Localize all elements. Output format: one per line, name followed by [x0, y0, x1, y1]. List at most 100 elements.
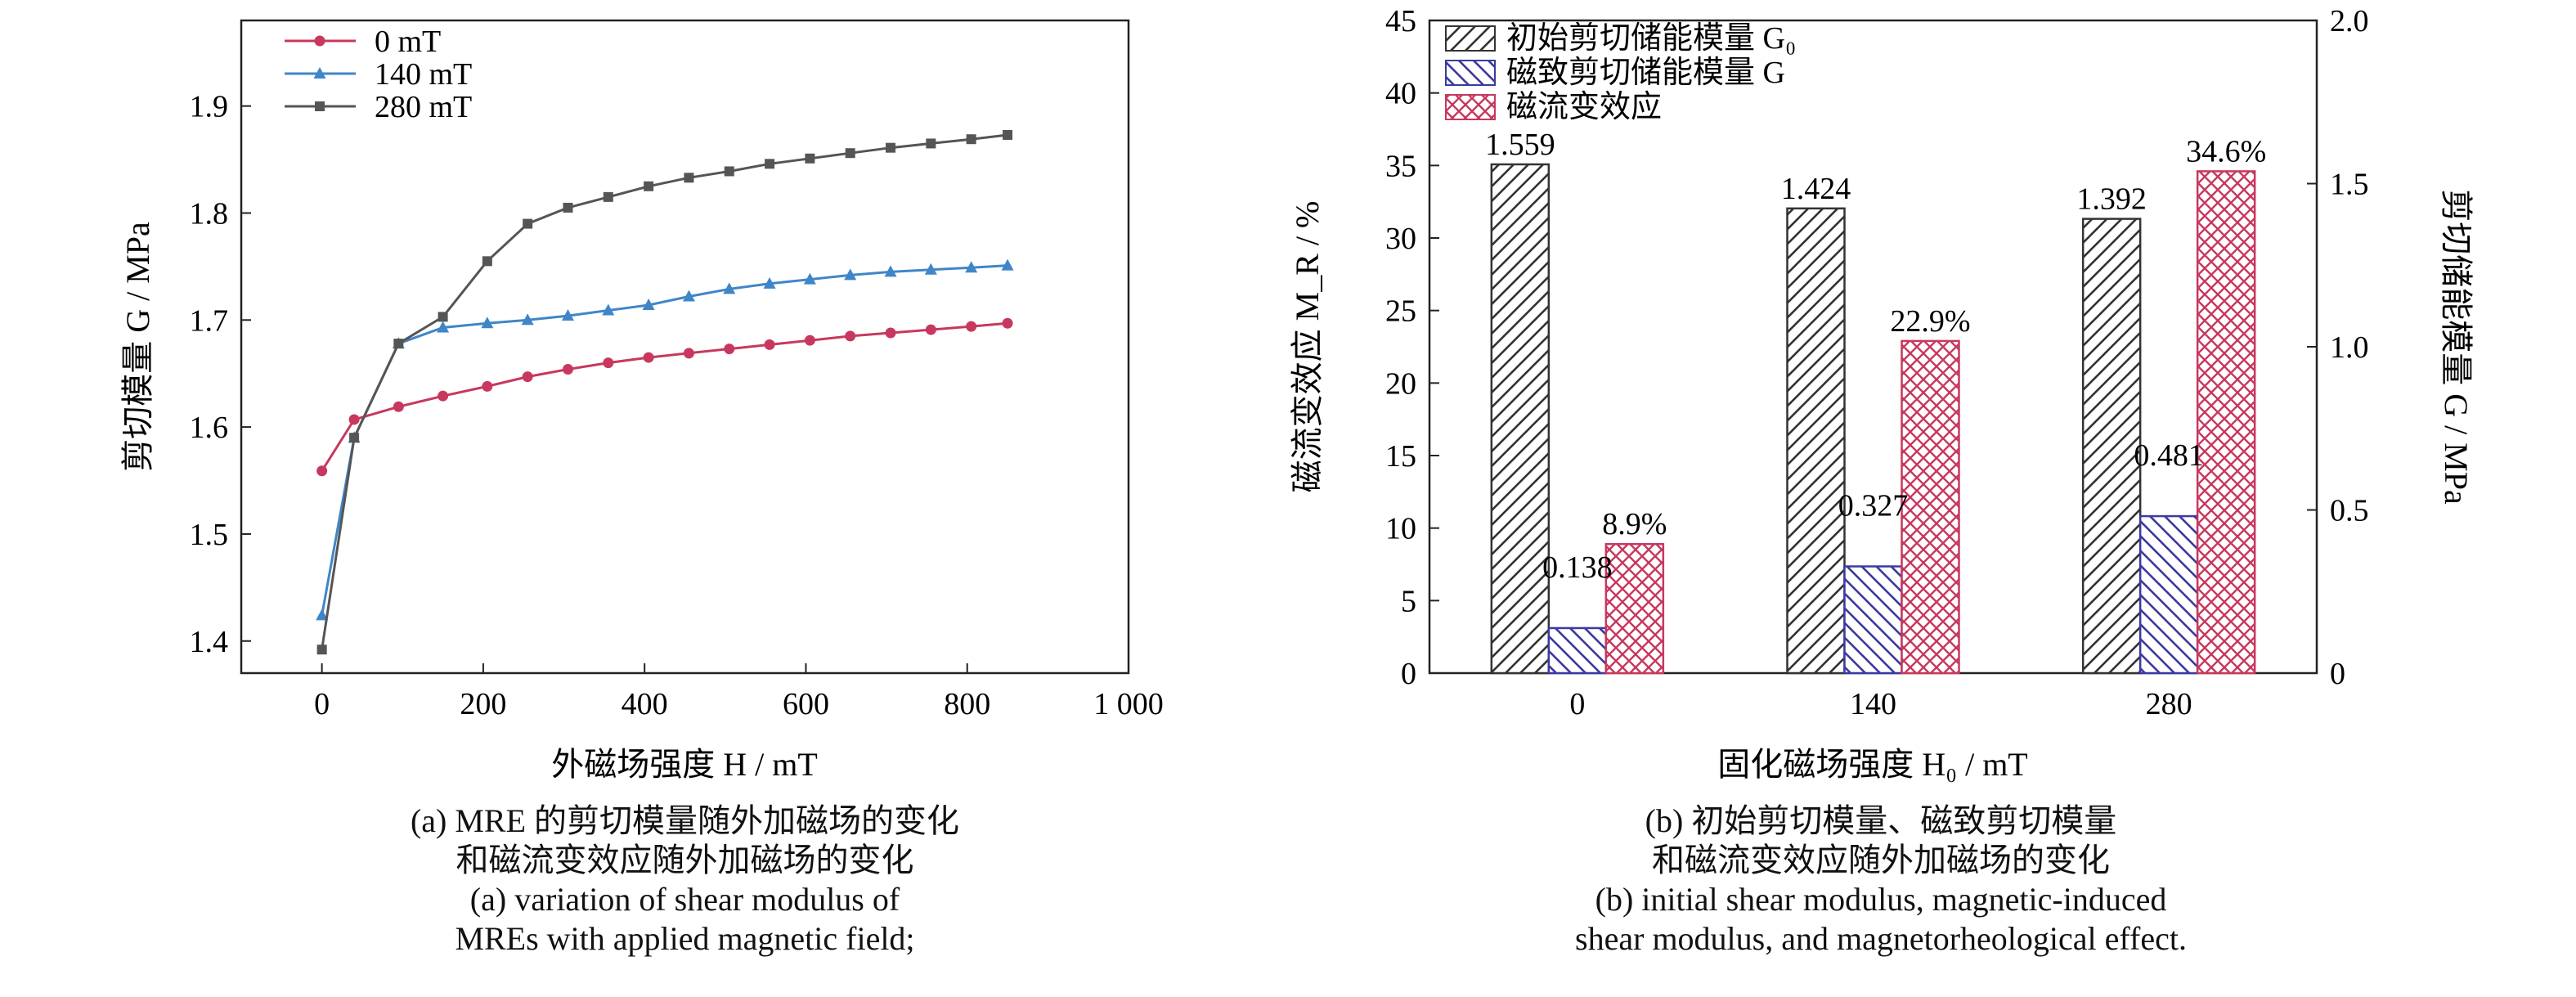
- a-point-0-mt-0: [316, 465, 328, 477]
- b-left-tick-label-35: 35: [1385, 149, 1416, 183]
- b-left-tick-label-30: 30: [1385, 222, 1416, 256]
- a-point-0-mt-5: [522, 371, 533, 383]
- panel-a-x-axis-label: 外磁场强度 H / mT: [551, 746, 818, 783]
- panel-a-y-axis-label: 剪切模量 G / MPa: [119, 222, 156, 472]
- a-point-140-mt-5: [521, 313, 534, 326]
- b-data-label-hatch-right-140: 0.327: [1838, 489, 1909, 523]
- a-point-0-mt-17: [1002, 317, 1013, 329]
- b-bar-crosshatch-0: [1604, 542, 1665, 675]
- b-legend-label-crosshatch: 磁流变效应: [1506, 90, 1662, 124]
- a-legend-label-0-mt: 0 mT: [375, 25, 441, 59]
- a-y-tick-label-1-6: 1.6: [190, 411, 229, 445]
- panel-b-data-labels: 1.559 0.138 8.9% 1.424 0.327 22.9% 1.392 0.481 3…: [1485, 128, 2266, 585]
- b-data-label-crosshatch-140: 22.9%: [1890, 304, 1970, 339]
- a-point-280-mt-15: [926, 138, 936, 149]
- a-legend-marker-0-mt: [314, 35, 325, 47]
- b-legend-swatch-crosshatch: [1445, 94, 1496, 120]
- panel-a-caption-cn-line2: 和磁流变效应随外加磁场的变化: [456, 842, 914, 878]
- a-point-140-mt-9: [682, 290, 695, 302]
- a-legend-marker-140-mt: [313, 67, 326, 79]
- a-point-0-mt-15: [925, 324, 936, 335]
- a-point-140-mt-0: [316, 609, 329, 621]
- a-point-280-mt-7: [603, 191, 613, 202]
- a-y-tick-label-1-8: 1.8: [190, 196, 229, 231]
- panel-b-axis-ticks: 0 5 10 15 20 25 30 35 40 45 0 0.5 1.0 1.5 2.0 0 140 280: [1385, 4, 2369, 721]
- a-x-tick-label-600: 600: [783, 687, 829, 721]
- a-legend-label-280-mt: 280 mT: [375, 90, 472, 124]
- a-point-0-mt-12: [804, 335, 815, 346]
- a-point-0-mt-7: [603, 357, 614, 369]
- panel-a-series: [316, 129, 1014, 655]
- a-series-140-mt: [316, 258, 1014, 621]
- b-data-label-hatch-left-0: 1.559: [1485, 128, 1555, 162]
- a-point-0-mt-9: [683, 348, 694, 359]
- b-bar-hatch-right-0: [1547, 626, 1608, 675]
- a-series-280-mt: [316, 129, 1013, 655]
- a-x-tick-label-1-000: 1 000: [1093, 687, 1164, 721]
- panel-b-caption-cn-line1: (b) 初始剪切模量、磁致剪切模量: [1645, 802, 2117, 839]
- panel-b-x-axis-label: 固化磁场强度 H₀ / mT: [1717, 746, 2028, 783]
- b-category-label-0: 0: [1569, 687, 1585, 721]
- b-legend-swatch-hatch-right: [1445, 60, 1496, 86]
- b-right-tick-label-1-0: 1.0: [2330, 330, 2369, 365]
- a-point-280-mt-9: [684, 173, 694, 183]
- panel-a-plot-frame: [240, 19, 1130, 675]
- a-point-0-mt-4: [482, 380, 493, 392]
- a-point-280-mt-4: [482, 256, 492, 267]
- panel-a-caption-en-line1: (a) variation of shear modulus of: [469, 881, 900, 918]
- b-left-tick-label-10: 10: [1385, 512, 1416, 546]
- a-point-0-mt-8: [643, 352, 654, 363]
- b-bar-crosshatch-280: [2196, 170, 2256, 675]
- b-right-tick-label-0: 0: [2330, 657, 2345, 691]
- a-series-line-280-mt: [321, 133, 1008, 650]
- panel-b-caption-cn-line2: 和磁流变效应随外加磁场的变化: [1652, 842, 2110, 878]
- b-bar-hatch-left-0: [1490, 163, 1551, 675]
- b-data-label-hatch-right-0: 0.138: [1542, 550, 1613, 585]
- a-x-tick-label-400: 400: [622, 687, 668, 721]
- b-legend-swatch-hatch-left: [1445, 25, 1496, 52]
- panel-b-right-y-axis-label: 剪切储能模量 G / MPa: [2438, 189, 2475, 505]
- a-point-0-mt-14: [885, 327, 896, 339]
- a-series-line-140-mt: [321, 264, 1008, 616]
- a-y-tick-label-1-7: 1.7: [190, 303, 229, 338]
- b-data-label-crosshatch-280: 34.6%: [2186, 134, 2266, 168]
- a-point-280-mt-1: [349, 433, 360, 443]
- a-point-140-mt-14: [884, 265, 897, 277]
- a-point-140-mt-11: [763, 276, 776, 289]
- a-point-0-mt-6: [562, 363, 573, 375]
- panel-b-bar-chart: 0 5 10 15 20 25 30 35 40 45 0 0.5 1.0 1.5 2.0 0 140 280 1…: [1289, 4, 2475, 783]
- a-point-280-mt-16: [966, 134, 976, 145]
- a-x-tick-label-200: 200: [460, 687, 506, 721]
- a-point-0-mt-16: [966, 321, 977, 332]
- b-bar-crosshatch-140: [1901, 339, 1960, 675]
- b-right-tick-label-2-0: 2.0: [2330, 4, 2369, 38]
- panel-a-axis-ticks: 0 200 400 600 800 1 000 1.4 1.5 1.6 1.7 1.8 1.9: [190, 90, 1164, 721]
- a-point-280-mt-8: [644, 181, 654, 191]
- a-point-140-mt-13: [844, 268, 857, 281]
- b-right-tick-label-1-5: 1.5: [2330, 168, 2369, 202]
- a-point-0-mt-13: [845, 330, 856, 342]
- a-legend-marker-280-mt: [315, 101, 325, 111]
- panel-b-bars: [1490, 163, 2256, 675]
- a-point-280-mt-11: [765, 159, 775, 169]
- b-legend-label-hatch-right: 磁致剪切储能模量 G: [1506, 56, 1785, 90]
- a-point-140-mt-4: [481, 317, 494, 329]
- a-point-280-mt-0: [316, 644, 327, 655]
- b-data-label-hatch-right-280: 0.481: [2134, 438, 2204, 473]
- a-point-280-mt-10: [724, 166, 734, 177]
- a-point-0-mt-3: [438, 390, 449, 402]
- b-left-tick-label-5: 5: [1401, 584, 1416, 618]
- b-category-label-280: 280: [2146, 687, 2192, 721]
- b-data-label-hatch-left-140: 1.424: [1781, 172, 1851, 206]
- a-point-280-mt-2: [393, 339, 404, 349]
- a-point-140-mt-7: [602, 303, 615, 316]
- a-point-280-mt-12: [805, 153, 815, 164]
- panel-a-caption-en-line2: MREs with applied magnetic field;: [455, 920, 915, 957]
- a-point-280-mt-17: [1003, 129, 1013, 140]
- panel-b-caption-en-line1: (b) initial shear modulus, magnetic-indu…: [1595, 881, 2167, 918]
- a-series-line-0-mt: [321, 321, 1008, 472]
- a-legend-label-140-mt: 140 mT: [375, 57, 472, 92]
- a-y-tick-label-1-4: 1.4: [190, 625, 229, 659]
